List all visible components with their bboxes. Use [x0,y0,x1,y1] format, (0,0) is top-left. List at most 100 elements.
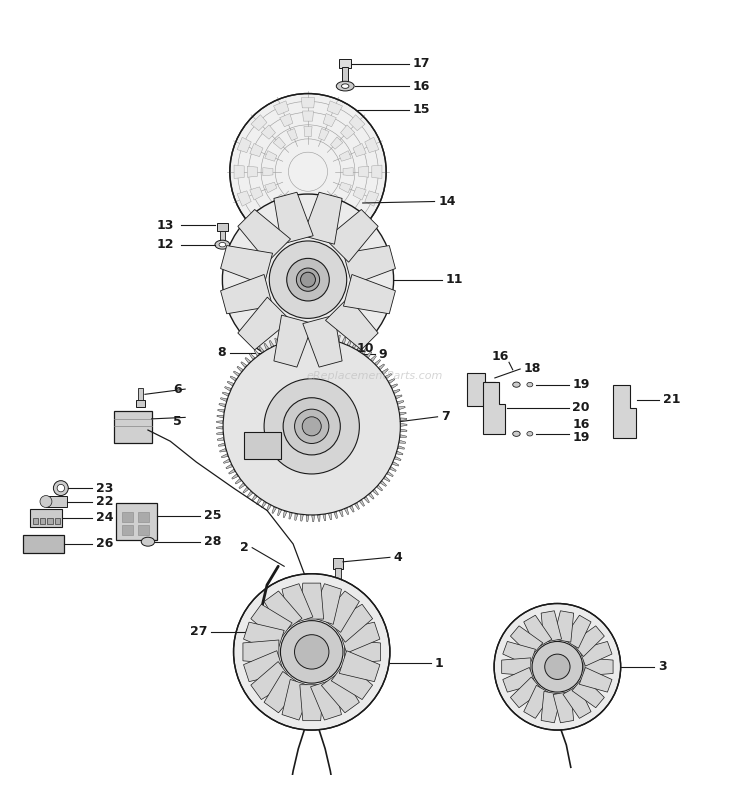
Ellipse shape [246,627,258,637]
Polygon shape [349,213,365,229]
Polygon shape [261,204,275,218]
Polygon shape [370,356,376,361]
Text: 2: 2 [240,541,248,554]
Polygon shape [250,353,255,360]
Bar [115,411,152,443]
Polygon shape [303,315,342,367]
Circle shape [251,602,273,625]
Circle shape [57,485,64,492]
Polygon shape [219,403,226,407]
Polygon shape [353,143,366,157]
Ellipse shape [340,110,350,114]
Polygon shape [243,487,249,493]
Polygon shape [261,125,275,139]
Polygon shape [326,209,378,262]
Polygon shape [327,101,343,115]
Polygon shape [233,371,240,376]
Polygon shape [220,275,272,314]
Polygon shape [400,418,406,421]
Polygon shape [376,485,382,491]
Polygon shape [352,342,357,349]
Text: 4: 4 [394,551,402,563]
Circle shape [296,268,320,291]
Polygon shape [322,671,359,712]
Text: 3: 3 [658,660,667,673]
Bar [220,231,224,242]
Polygon shape [362,348,367,354]
Polygon shape [350,506,354,512]
Bar [55,518,60,524]
Polygon shape [317,515,320,522]
Ellipse shape [280,351,284,354]
Polygon shape [310,679,341,720]
Polygon shape [328,514,332,520]
Polygon shape [614,385,635,438]
Polygon shape [554,691,574,723]
Polygon shape [358,167,369,177]
Polygon shape [232,474,238,479]
Circle shape [295,634,329,669]
Bar [32,518,38,524]
Polygon shape [357,345,362,351]
Circle shape [301,272,316,287]
Polygon shape [368,493,374,499]
Polygon shape [332,333,334,340]
Polygon shape [265,182,277,192]
Bar [122,526,133,535]
Polygon shape [563,685,591,718]
Polygon shape [280,217,292,230]
Polygon shape [332,605,373,642]
Text: 13: 13 [157,219,174,232]
Ellipse shape [328,348,340,360]
Polygon shape [340,125,355,139]
Text: 9: 9 [379,348,387,361]
Bar [244,432,280,459]
Polygon shape [236,479,242,484]
Polygon shape [302,222,313,233]
Polygon shape [302,111,313,121]
Bar [47,518,53,524]
Polygon shape [262,502,266,508]
Polygon shape [364,497,370,503]
Polygon shape [239,483,245,489]
Polygon shape [274,192,314,244]
Text: 23: 23 [96,481,113,494]
Text: 20: 20 [572,401,590,415]
Polygon shape [303,192,342,244]
Polygon shape [295,514,298,520]
Circle shape [284,398,340,455]
Polygon shape [251,213,267,229]
Ellipse shape [219,242,226,247]
Polygon shape [230,376,236,381]
Polygon shape [373,489,379,495]
Polygon shape [289,513,292,519]
Polygon shape [382,369,388,374]
Polygon shape [264,671,302,712]
Polygon shape [331,137,343,149]
Polygon shape [244,622,284,653]
Polygon shape [353,187,366,200]
Polygon shape [282,584,313,625]
Polygon shape [343,167,353,175]
Polygon shape [251,662,292,700]
Polygon shape [306,515,309,522]
Polygon shape [252,495,257,501]
Polygon shape [221,454,228,458]
Polygon shape [280,336,284,342]
Polygon shape [400,429,407,432]
Polygon shape [222,392,229,396]
Text: 26: 26 [96,538,113,551]
Polygon shape [274,229,289,242]
Polygon shape [302,97,315,108]
Polygon shape [398,401,404,404]
Bar [116,503,157,540]
Text: 27: 27 [190,625,208,638]
Polygon shape [304,126,312,137]
Bar [138,526,149,535]
Polygon shape [339,622,380,653]
Polygon shape [217,427,223,429]
Polygon shape [282,679,313,720]
Polygon shape [234,165,244,179]
Polygon shape [248,167,257,177]
Text: 14: 14 [438,195,456,208]
